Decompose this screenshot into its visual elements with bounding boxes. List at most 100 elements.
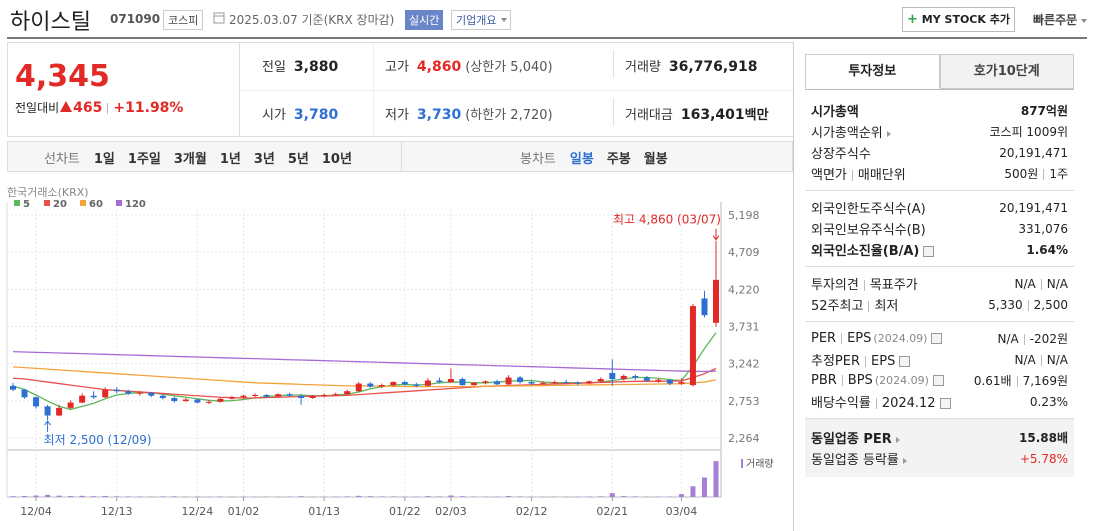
row-label: 외국인보유주식수(B) [811,219,926,238]
row-label: 시가총액순위 [811,122,891,141]
label-text: PBR [811,373,837,388]
period-tab[interactable]: 5년 [287,152,309,167]
period-tab[interactable]: 3개월 [173,152,207,167]
value-text: 5,330 [988,297,1023,312]
value-text: 1.64% [1026,242,1068,257]
row-value: N/A N/A [1015,277,1068,291]
row-value: 20,191,471 [999,146,1068,160]
label-text: 동일업종 PER [811,432,892,447]
legend-label: 60 [89,199,103,210]
label-text: BPS [847,373,873,388]
help-icon[interactable] [939,398,951,409]
side-tab[interactable]: 투자정보 [805,54,940,89]
volume-bar [379,496,385,497]
label-text: 추정PER [811,354,861,369]
help-icon[interactable] [932,375,944,386]
row-value: 5,330 2,500 [988,298,1068,312]
quick-order[interactable]: 빠른주문 [1033,11,1088,28]
candle-body [574,382,581,384]
row-label: 배당수익률 2024.12 [811,392,951,411]
volume-bar [68,496,74,497]
side-row: 동일업종 PER 15.88배 [805,427,1074,448]
help-icon[interactable] [923,246,935,257]
volume-bar [33,495,39,497]
volume-swatch [741,459,743,468]
x-tick-label: 02/21 [596,505,628,518]
candle-body [551,382,558,384]
x-tick-label: 12/13 [101,505,133,518]
candle-body [517,377,524,383]
volume-bar [436,496,442,497]
overview-button[interactable]: 기업개요 [451,10,512,30]
side-row: 시가총액 877억원 [805,100,1074,121]
summary-cell: 저가 3,730 (하한가 2,720) [385,104,553,123]
period-tab[interactable]: 1년 [219,152,241,167]
dropdown-caret [501,18,508,22]
volume-bar [298,496,304,497]
volume-bar [632,496,638,497]
summary-note: (하한가 2,720) [465,108,553,123]
candle-body [10,385,16,390]
summary-label: 저가 [385,108,409,123]
side-section: 외국인한도주식수(A) 20,191,471 외국인보유주식수(B) 331,076 외… [805,190,1074,266]
divider [868,301,870,312]
label-text: PER [811,331,837,346]
volume-bar [678,494,684,497]
candle-body [367,383,374,387]
period-tab[interactable]: 3년 [253,152,275,167]
line-tabs: 선차트 1일 1주일 3개월 1년 3년 5년 10년 [44,148,365,167]
summary-label: 거래량 [625,60,661,75]
candle-body [378,385,385,387]
candle-body [528,382,535,384]
mystock-button[interactable]: + MY STOCK 추가 [902,7,1015,32]
y-tick-label: 4,709 [728,246,760,259]
candle-body [563,382,570,384]
side-tab[interactable]: 호가10단계 [939,54,1074,89]
arrow-icon [886,130,891,137]
price-box: 4,345 전일대비 465 +11.98% [7,42,240,137]
label-text: 외국인한도주식수(A) [811,202,926,217]
calendar-icon [213,12,225,24]
help-icon[interactable] [931,333,943,344]
summary-value: 3,880 [293,59,339,75]
candle-body [666,379,673,384]
volume-bar [356,495,362,497]
label-text: 52주최고 [811,299,864,314]
period-tab[interactable]: 10년 [321,152,352,167]
volume-bar [598,496,604,497]
side-row: 외국인보유주식수(B) 331,076 [805,218,1074,239]
candle-body [79,395,86,403]
help-icon[interactable] [899,356,911,367]
candle-body [309,395,316,399]
summary-label: 거래대금 [625,108,673,123]
candle-body [436,380,443,383]
label-text: 액면가 [811,168,847,183]
realtime-badge[interactable]: 실시간 [405,10,444,30]
period-tab[interactable]: 일봉 [569,152,594,167]
candle-body [217,398,224,402]
row-value: 20,191,471 [999,201,1068,215]
row-label: 시가총액 [811,101,859,120]
value-text: N/A [1014,352,1036,367]
row-label: 투자의견 목표주가 [811,274,918,293]
value-text: N/A [1014,276,1036,291]
period-tab[interactable]: 월봉 [643,152,668,167]
period-tab[interactable]: 1일 [93,152,115,167]
volume-bar [517,496,523,497]
divider [851,170,853,181]
period-tab[interactable]: 1주일 [127,152,161,167]
divider [865,356,867,367]
stock-name: 하이스틸 [10,10,91,35]
candle-body [632,375,639,378]
candle-body [344,391,351,395]
label-text: 상장주식수 [811,147,871,162]
high-note: 최고 4,860 (03/07) [613,213,721,227]
candle-body [482,381,489,383]
period-tab[interactable]: 주봉 [606,152,631,167]
tab-group-label: 선차트 [44,152,80,167]
row-label: 액면가 매매단위 [811,164,906,183]
value-text: N/A [997,332,1019,346]
side-row: PER EPS (2024.09) N/A -202원 [805,328,1074,349]
candle-body [33,397,40,407]
